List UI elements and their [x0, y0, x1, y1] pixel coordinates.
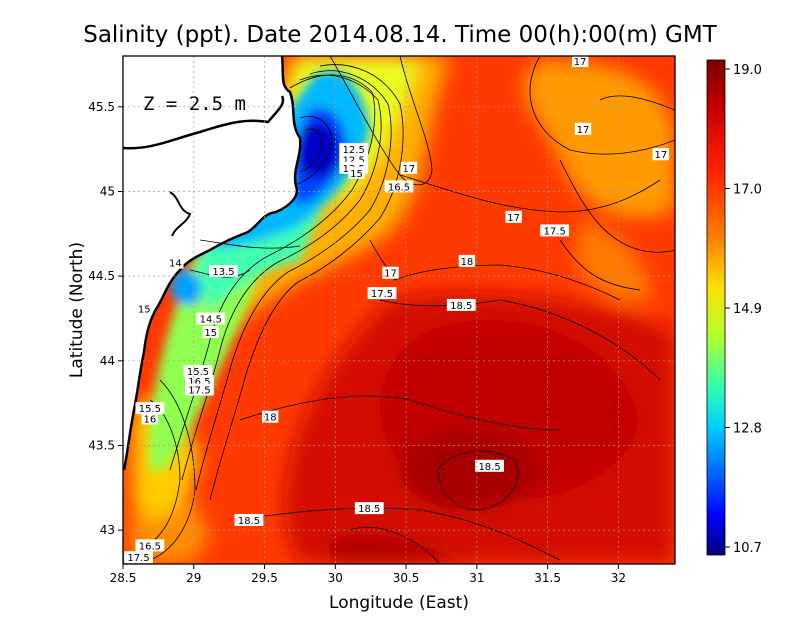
colorbar — [706, 59, 726, 556]
contour-label-bg — [124, 551, 153, 564]
colorbar-tick-label: 14.9 — [733, 302, 762, 317]
contour-label-bg — [400, 161, 418, 174]
contour-label: 12.5 — [343, 155, 365, 166]
y-tick-label: 43.5 — [88, 438, 115, 452]
contour-label: 15.5 — [187, 367, 209, 378]
contour-label-bg — [185, 383, 214, 396]
depth-annotation: Z = 2.5 m — [143, 93, 246, 115]
contour-label: 17 — [577, 125, 590, 136]
contour-label-bg — [135, 402, 165, 415]
contour-label: 17 — [654, 150, 667, 161]
contour-label-bg — [384, 180, 414, 193]
x-tick-label: 28.5 — [110, 571, 137, 585]
y-axis-title: Latitude (North) — [67, 242, 87, 378]
coastline-lake — [123, 95, 285, 150]
x-tick-label: 29 — [186, 571, 201, 585]
contour-label: 18.5 — [450, 301, 472, 312]
contour-label-bg — [505, 210, 522, 223]
colorbar-tick-label: 12.8 — [733, 422, 762, 437]
x-tick-label: 30 — [328, 571, 343, 585]
y-axis-ticks: 43 43.5 44 44.5 45 45.5 — [88, 100, 123, 537]
contour-label-layer: 17 17 17 12.512.5 13.5 15 17 16.5 17 17.5 18 17 17.5… — [124, 56, 670, 564]
x-tick-label: 29.5 — [251, 571, 278, 585]
contour-label: 17.5 — [188, 386, 210, 397]
chart-title: Salinity (ppt). Date 2014.08.14. Time 00… — [83, 22, 717, 48]
contour-label: 15 — [350, 169, 363, 180]
contour-label: 18 — [264, 413, 277, 424]
contour-label: 16.5 — [139, 541, 161, 552]
contour-label-bg — [136, 302, 153, 315]
contour-label-bg — [475, 459, 504, 472]
contour-label: 12.5 — [343, 145, 365, 156]
contour-label: 17 — [507, 213, 520, 224]
contour-label: 16.5 — [388, 182, 410, 193]
contour-label: 14 — [169, 259, 182, 270]
contour-label-bg — [339, 143, 369, 156]
grid-lines — [123, 56, 675, 564]
land-mass — [123, 56, 301, 470]
contour-label: 16.5 — [188, 377, 210, 388]
contour-label: 18 — [461, 257, 474, 268]
y-tick-label: 45 — [100, 184, 115, 198]
colorbar-tick-label: 10.7 — [733, 541, 762, 556]
coastline-inlet — [169, 191, 192, 237]
contour-label: 16 — [144, 414, 157, 425]
y-tick-label: 44.5 — [88, 269, 115, 283]
plot-frame — [122, 55, 676, 565]
contour-label: 17 — [403, 164, 416, 175]
contour-label: 17.5 — [371, 289, 393, 300]
contour-label: 18.5 — [478, 462, 500, 473]
contour-label-bg — [183, 364, 213, 377]
y-tick-label: 45.5 — [88, 100, 115, 114]
contour-label-bg — [167, 256, 184, 269]
contour-label-bg — [234, 513, 264, 526]
y-tick-label: 44 — [100, 354, 115, 368]
contour-label-bg — [196, 312, 226, 325]
contour-label: 17 — [384, 269, 397, 280]
colorbar-ticks: 19.0 17.0 14.9 12.8 10.7 — [725, 63, 762, 556]
x-tick-label: 32 — [611, 571, 626, 585]
contour-label-bg — [574, 122, 592, 135]
contour-label-bg — [348, 166, 365, 179]
contour-label-bg — [446, 298, 476, 311]
contour-label: 13.5 — [212, 267, 234, 278]
x-axis-title: Longitude (East) — [329, 593, 469, 613]
colorbar-tick-label: 19.0 — [733, 63, 762, 78]
contour-label-bg — [382, 266, 399, 279]
contour-label: 17.5 — [127, 553, 149, 564]
contour-label-bg — [135, 539, 165, 552]
contour-label-bg — [367, 287, 397, 300]
contour-label: 15.5 — [139, 404, 161, 415]
contour-label-bg — [202, 326, 219, 339]
y-tick-label: 43 — [100, 523, 115, 537]
contour-label-bg — [571, 56, 589, 68]
x-axis-ticks: 28.5 29 29.5 30 30.5 31 31.5 32 — [110, 564, 626, 585]
x-tick-label: 31 — [469, 571, 484, 585]
contour-label: 14.5 — [200, 314, 222, 325]
colorbar-tick-label: 17.0 — [733, 183, 762, 198]
salinity-field: 17 17 17 12.512.5 13.5 15 17 16.5 17 17.5 18 17 17.5… — [123, 56, 675, 564]
contour-label: 17 — [574, 57, 587, 68]
coastline — [123, 56, 302, 471]
contour-label-bg — [652, 148, 670, 161]
contour-label-bg — [141, 412, 159, 425]
contour-label: 18.5 — [358, 504, 380, 515]
contour-label-bg — [262, 410, 279, 423]
contour-label: 15 — [138, 304, 151, 315]
contour-label-bg — [354, 502, 384, 515]
contour-label-bg — [458, 254, 476, 267]
contour-label-bg — [209, 265, 238, 278]
contour-label: 18.5 — [238, 516, 260, 527]
contour-label: 15 — [204, 328, 217, 339]
contour-label: 17.5 — [544, 226, 566, 237]
x-tick-label: 30.5 — [393, 571, 420, 585]
x-tick-label: 31.5 — [534, 571, 561, 585]
